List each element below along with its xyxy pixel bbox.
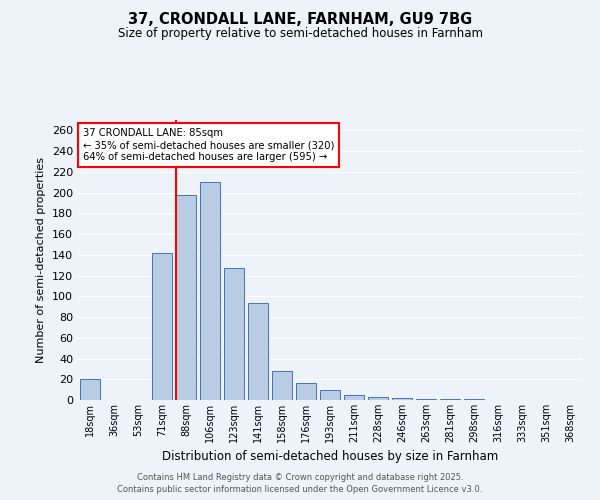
Text: Contains HM Land Registry data © Crown copyright and database right 2025.: Contains HM Land Registry data © Crown c… (137, 472, 463, 482)
Text: 37 CRONDALL LANE: 85sqm
← 35% of semi-detached houses are smaller (320)
64% of s: 37 CRONDALL LANE: 85sqm ← 35% of semi-de… (83, 128, 334, 162)
Bar (248, 302, 268, 400)
Bar (272, 371, 292, 400)
Text: Contains public sector information licensed under the Open Government Licence v3: Contains public sector information licen… (118, 485, 482, 494)
Bar (224, 268, 244, 400)
Bar (296, 384, 316, 400)
Bar (416, 399, 436, 400)
Bar (344, 395, 364, 400)
Text: 37, CRONDALL LANE, FARNHAM, GU9 7BG: 37, CRONDALL LANE, FARNHAM, GU9 7BG (128, 12, 472, 28)
Text: Size of property relative to semi-detached houses in Farnham: Size of property relative to semi-detach… (118, 28, 482, 40)
Bar (176, 194, 196, 400)
Bar (80, 380, 100, 400)
Y-axis label: Number of semi-detached properties: Number of semi-detached properties (37, 157, 46, 363)
Bar (152, 252, 172, 400)
X-axis label: Distribution of semi-detached houses by size in Farnham: Distribution of semi-detached houses by … (162, 450, 498, 464)
Bar (440, 399, 460, 400)
Bar (200, 182, 220, 400)
Bar (392, 398, 412, 400)
Bar (320, 390, 340, 400)
Bar (368, 397, 388, 400)
Bar (464, 399, 484, 400)
